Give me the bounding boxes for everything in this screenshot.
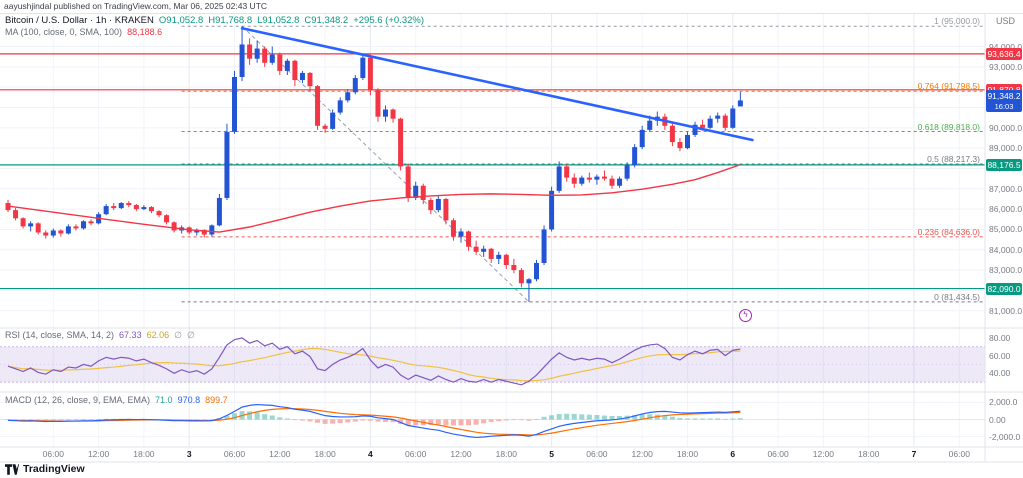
- rsi-legend[interactable]: RSI (14, close, SMA, 14, 2) 67.33 62.06 …: [5, 330, 195, 341]
- attribution-bar: aayushjindal published on TradingView.co…: [0, 0, 1023, 13]
- price-tick: 85,000.0: [989, 224, 1023, 235]
- tradingview-logo[interactable]: TradingView: [5, 463, 85, 475]
- candlestick-series: [5, 26, 743, 302]
- time-label: 5: [549, 449, 554, 459]
- fib-label: 0.764 (91,798.5): [917, 81, 980, 92]
- price-tick: 87,000.0: [989, 183, 1023, 194]
- time-label: 06:00: [948, 449, 970, 459]
- ma-line: [7, 163, 741, 233]
- time-label: 3: [186, 449, 192, 459]
- rsi-band: [0, 346, 985, 383]
- macd-signal-value: 899.7: [205, 395, 228, 405]
- fib-label: 0.236 (84,636.0): [917, 226, 980, 237]
- price-axis-box: 82,090.0: [986, 282, 1022, 295]
- time-label: 7: [911, 449, 917, 459]
- price-tick: 93,000.0: [989, 61, 1023, 72]
- price-tick: 83,000.0: [989, 265, 1023, 276]
- time-label: 18:00: [314, 449, 336, 459]
- ohlc-high: H91,768.8: [208, 15, 253, 26]
- price-axis-box: 91,348.2 16:03: [986, 89, 1022, 112]
- horizontal-lines: [0, 53, 985, 290]
- rsi-band-empty: ∅: [186, 330, 195, 340]
- time-label: 18:00: [133, 449, 155, 459]
- time-label: 18:00: [495, 449, 517, 459]
- macd-tick: -2,000.0: [989, 431, 1021, 442]
- trendline: [240, 26, 754, 142]
- macd-label: MACD (12, 26, close, 9, EMA, EMA): [5, 395, 151, 405]
- pane-separators: [0, 13, 1023, 463]
- price-tick: 89,000.0: [989, 143, 1023, 154]
- tradingview-logo-text: TradingView: [23, 463, 85, 475]
- ma-label: MA (100, close, 0, SMA, 100): [5, 27, 123, 37]
- time-label: 18:00: [858, 449, 880, 459]
- time-label: 12:00: [631, 449, 653, 459]
- price-axis-box: 93,636.4: [986, 47, 1022, 60]
- rsi-tick: 80.00: [989, 332, 1011, 343]
- symbol-legend[interactable]: Bitcoin / U.S. Dollar · 1h · KRAKEN O91,…: [5, 15, 424, 26]
- fib-label: 0.5 (88,217.3): [927, 154, 980, 165]
- time-label: 6: [730, 449, 736, 459]
- macd-value: 970.8: [177, 395, 201, 405]
- fib-label: 0.618 (89,818.0): [917, 121, 980, 132]
- macd-tick: 0.00: [989, 414, 1006, 425]
- rsi-label: RSI (14, close, SMA, 14, 2): [5, 330, 115, 340]
- time-label: 12:00: [87, 449, 110, 459]
- time-label: 18:00: [676, 449, 699, 459]
- price-tick: 90,000.0: [989, 122, 1023, 133]
- ohlc-close: C91,348.2: [304, 15, 349, 26]
- price-tick: 94,000.0: [989, 41, 1023, 52]
- time-label: 06:00: [405, 449, 427, 459]
- macd-hist-value: 71.0: [155, 395, 173, 405]
- macd-lines: [7, 403, 741, 439]
- fib-label: 0 (81,434.5): [934, 291, 980, 302]
- time-label: 06:00: [586, 449, 608, 459]
- time-label: 06:00: [223, 449, 246, 459]
- price-change: +295.6 (+0.32%): [353, 15, 424, 26]
- macd-histogram: [5, 411, 743, 426]
- rsi-tick: 60.00: [989, 350, 1011, 361]
- attribution-text: aayushjindal published on TradingView.co…: [4, 1, 268, 11]
- time-label: 12:00: [812, 449, 835, 459]
- ohlc-low: L91,052.8: [257, 15, 300, 26]
- rsi-tick: 40.00: [989, 368, 1011, 379]
- rsi-value: 67.33: [119, 330, 142, 340]
- macd-legend[interactable]: MACD (12, 26, close, 9, EMA, EMA) 71.0 9…: [5, 395, 228, 405]
- fib-retracement: [181, 25, 985, 303]
- rsi-ma-value: 62.06: [146, 330, 170, 340]
- time-label: 06:00: [42, 449, 64, 459]
- macd-tick: 2,000.0: [989, 397, 1018, 408]
- price-tick: 86,000.0: [989, 204, 1023, 215]
- tradingview-logo-icon: [5, 463, 19, 475]
- time-label: 06:00: [767, 449, 789, 459]
- time-label: 12:00: [450, 449, 472, 459]
- rsi-lines: [7, 337, 741, 386]
- price-axis-box: 88,176.5: [986, 158, 1022, 171]
- price-axis-currency[interactable]: USD: [996, 16, 1016, 26]
- fib-label: 1 (95,000.0): [934, 16, 980, 27]
- price-tick: 81,000.0: [989, 305, 1023, 316]
- sticker-icon[interactable]: ϟ: [739, 309, 752, 322]
- ma-legend[interactable]: MA (100, close, 0, SMA, 100) 88,188.6: [5, 27, 162, 37]
- ma-value: 88,188.6: [127, 27, 163, 37]
- time-label: 12:00: [269, 449, 291, 459]
- time-label: 4: [368, 449, 373, 459]
- ohlc-open: O91,052.8: [158, 15, 204, 26]
- rsi-band-empty: ∅: [174, 330, 182, 340]
- price-tick: 84,000.0: [989, 244, 1023, 255]
- symbol-title: Bitcoin / U.S. Dollar · 1h · KRAKEN: [5, 15, 154, 26]
